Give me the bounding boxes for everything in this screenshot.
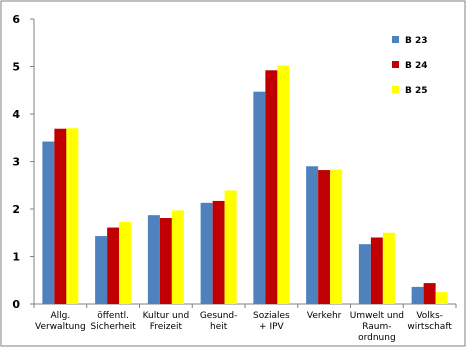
x-tick-label-line: Gesund- [200,311,238,321]
bar-b25 [435,292,448,304]
y-tick-label: 0 [12,298,20,311]
x-tick-label: Gesund-heit [200,311,238,332]
bar-b25 [224,190,237,304]
bar-b25 [66,128,79,304]
x-tick-label-line: Volks- [416,311,443,321]
bar-b25 [277,65,290,304]
bar-b23 [358,244,371,304]
x-tick-label-line: Freizeit [150,322,183,332]
y-tick-label: 2 [12,203,20,216]
legend-label: B 23 [405,36,428,46]
x-tick-label: Soziales + IPV [253,311,290,332]
x-tick-label-line: + IPV [259,322,284,332]
bar-b23 [306,166,319,304]
legend-label: B 25 [405,86,428,96]
bar-b24 [370,237,383,304]
bar-b23 [42,141,55,304]
x-tick-label-line: ordnung [358,333,396,343]
x-tick-label-line: wirtschaft [407,322,452,332]
x-tick-label-line: Soziales [253,311,290,321]
bar-b24 [159,218,172,304]
bar-b23 [200,202,213,304]
legend-swatch [392,61,399,68]
x-tick-label: Allg. Verwaltung [35,311,86,332]
x-tick-label-line: Verkehr [307,311,342,321]
bar-b24 [54,128,67,304]
x-tick-label: Verkehr [307,311,342,321]
bar-b23 [95,236,108,304]
x-tick-label-line: heit [210,322,228,332]
bar-b25 [382,232,395,304]
y-tick-label: 3 [12,156,20,169]
legend-swatch [392,36,399,43]
bar-b24 [265,70,278,304]
x-tick-label-line: Allg. [51,311,71,321]
x-tick-label-line: Verwaltung [35,322,86,332]
bar-b24 [212,200,225,304]
x-tick-label-line: Kultur und [143,311,190,321]
y-tick-label: 6 [12,13,20,26]
legend-swatch [392,86,399,93]
bar-b24 [318,170,331,304]
bar-b23 [147,215,160,304]
y-tick-label: 5 [12,61,20,74]
bar-b25 [330,169,343,304]
y-tick-label: 1 [12,251,20,264]
x-tick-label-line: Umwelt und [350,311,404,321]
bar-b24 [423,283,436,304]
bar-b25 [119,221,132,304]
x-tick-label: Volks-wirtschaft [407,311,452,332]
bar-b23 [411,286,424,304]
x-tick-label: Umwelt und Raum-ordnung [350,311,404,343]
bar-b25 [171,210,184,304]
bar-b23 [253,91,266,304]
x-tick-label: Kultur und Freizeit [143,311,190,332]
legend-label: B 24 [405,61,428,71]
x-tick-label-line: Raum- [362,322,391,332]
x-tick-label: öffentl. Sicherheit [91,311,137,332]
x-tick-label-line: Sicherheit [91,322,137,332]
bar-b24 [107,227,120,304]
y-tick-label: 4 [12,108,20,121]
x-tick-label-line: öffentl. [97,311,129,321]
